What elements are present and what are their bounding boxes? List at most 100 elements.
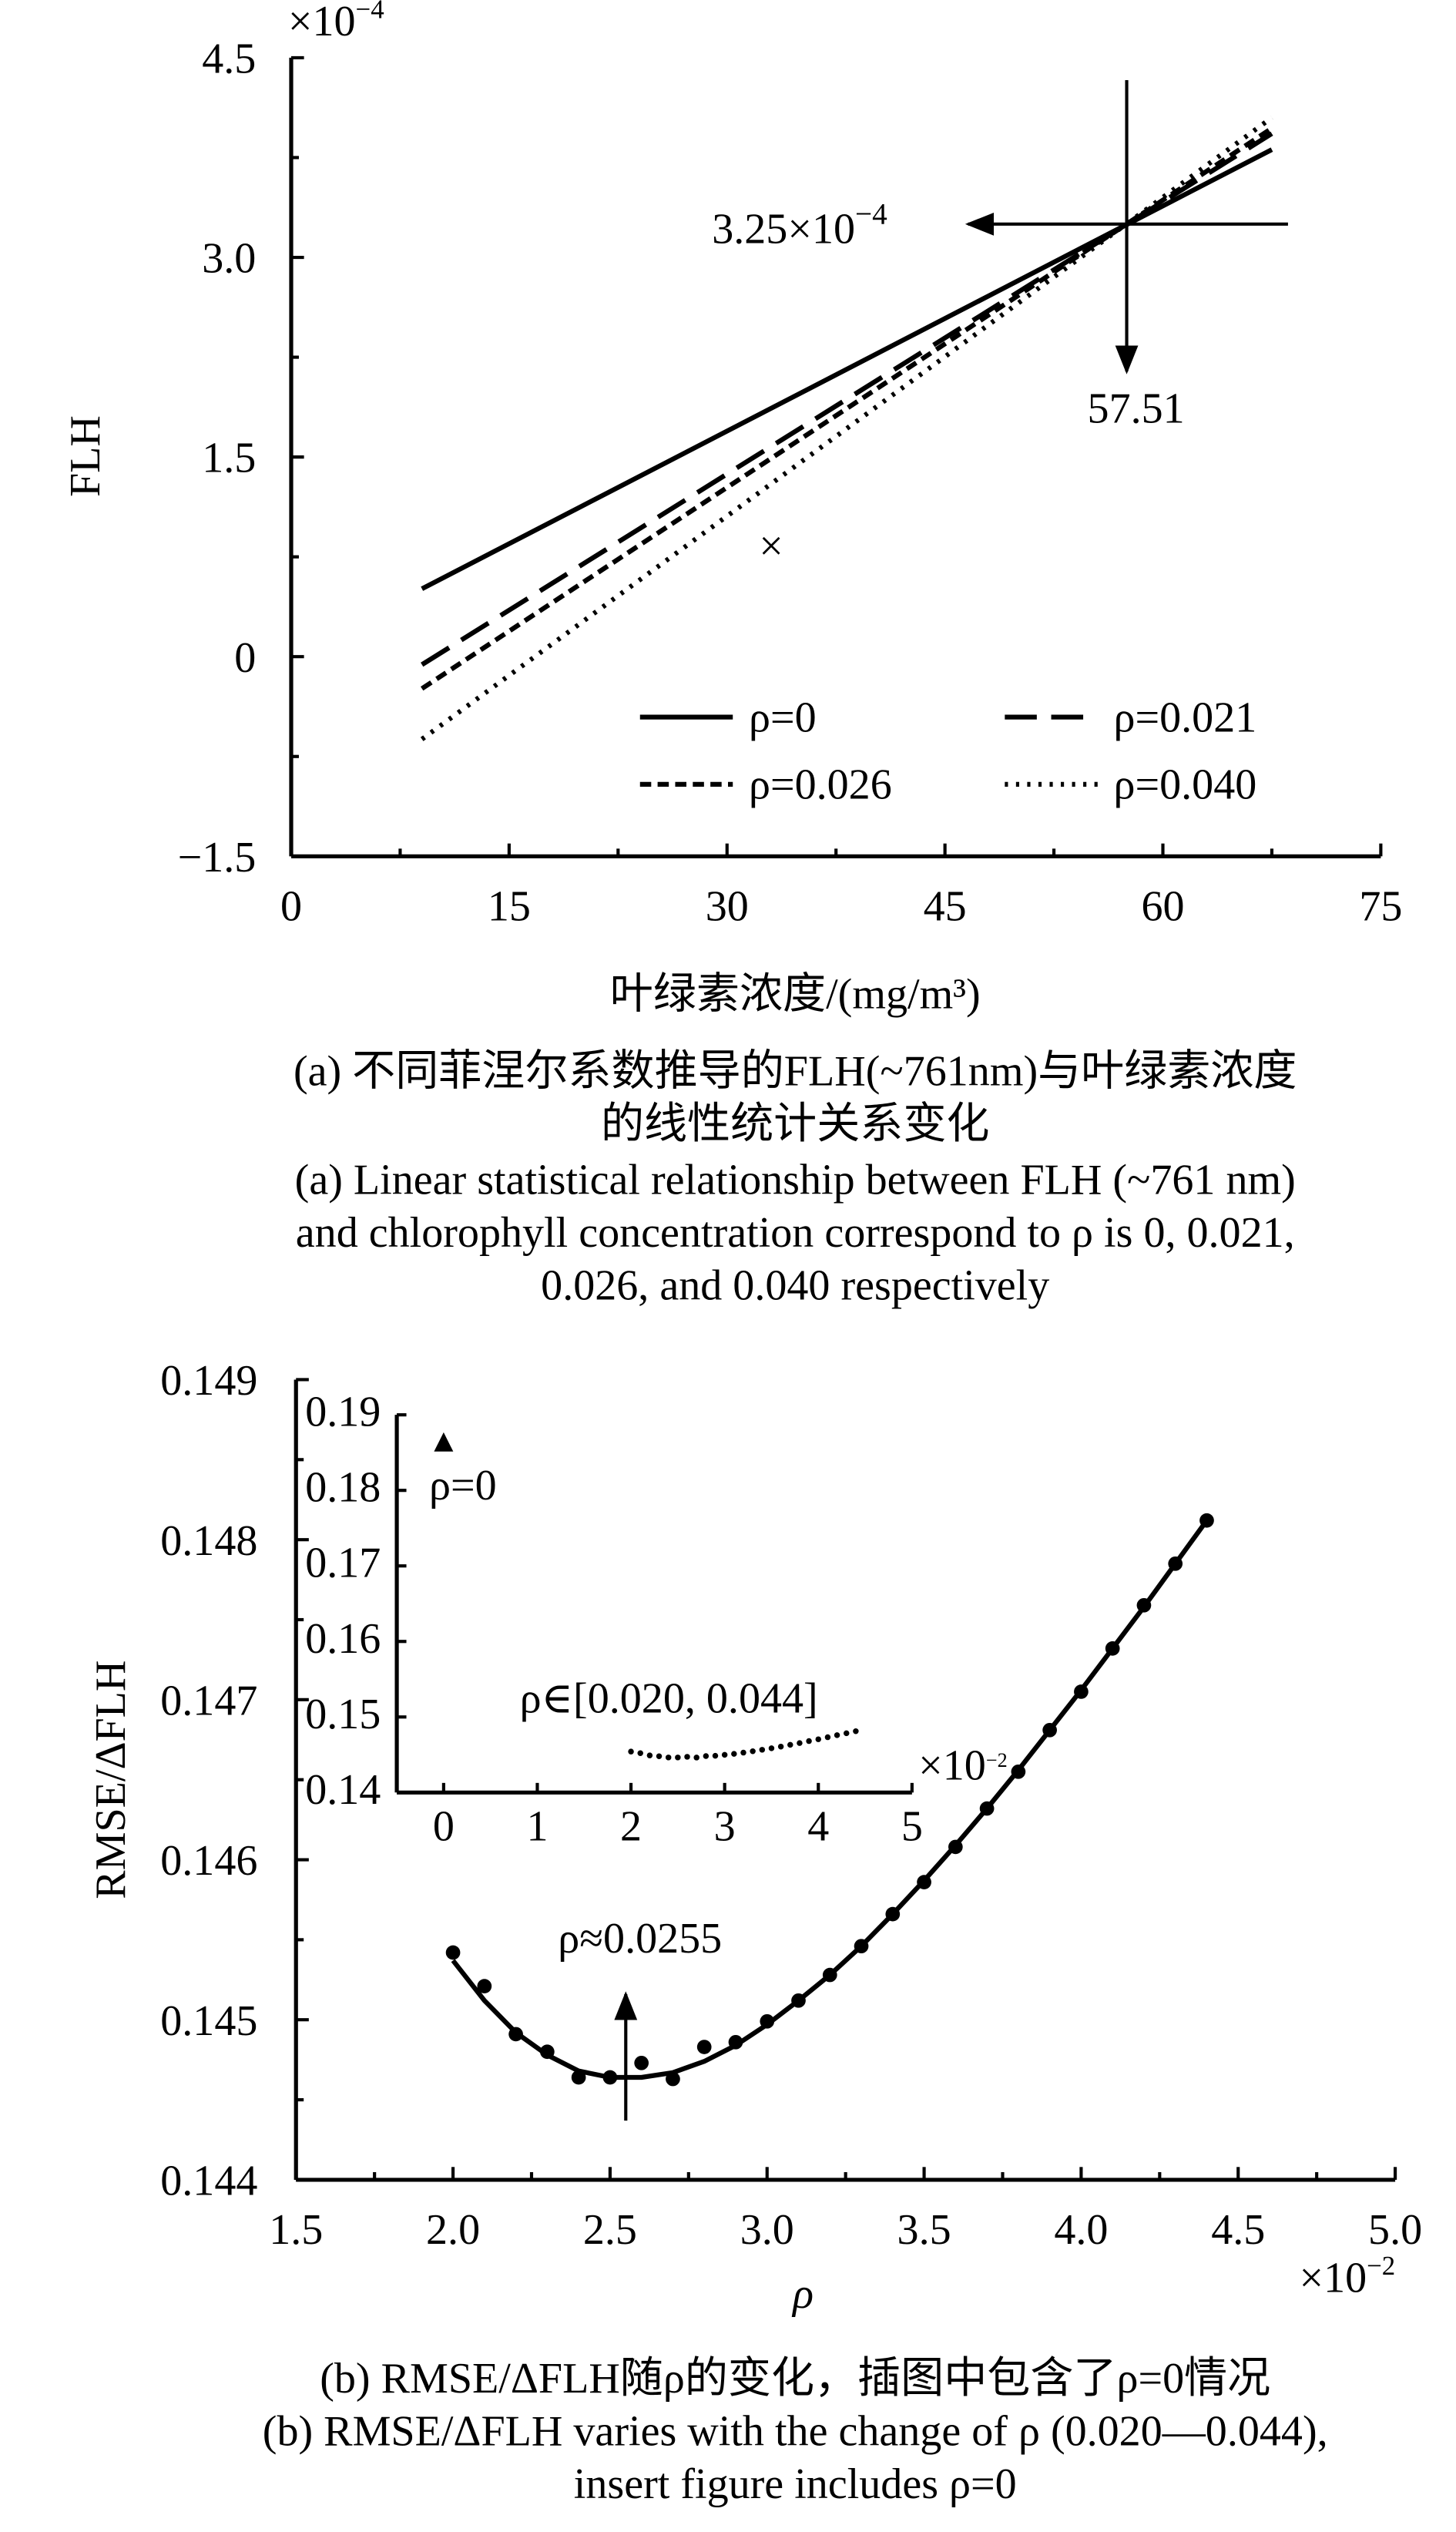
caption-line: (b) RMSE/ΔFLH varies with the change of … — [263, 2408, 1328, 2456]
data-point — [634, 2055, 649, 2070]
caption-line: and chlorophyll concentration correspond… — [296, 1209, 1295, 1257]
x-axis-label: 叶绿素浓度/(mg/m³) — [610, 971, 981, 1019]
x-multiplier-exponent: −2 — [1367, 2251, 1395, 2281]
y-multiplier-exponent: −4 — [356, 0, 384, 24]
annotation-x-label: 57.51 — [1088, 385, 1185, 432]
y-tick-label: 0.145 — [160, 1997, 257, 2045]
caption-line: (b) RMSE/ΔFLH随ρ的变化，插图中包含了ρ=0情况 — [320, 2355, 1270, 2403]
series-line — [421, 126, 1273, 691]
x-tick-label: 2 — [620, 1803, 642, 1851]
inset-data-point — [675, 1755, 681, 1761]
x-tick-label: 4.5 — [1211, 2206, 1265, 2254]
y-tick-label: 0.17 — [305, 1540, 381, 1587]
x-tick-label: 3.5 — [897, 2206, 951, 2254]
caption-line: 的线性统计关系变化 — [601, 1100, 990, 1148]
caption-line: (a) Linear statistical relationship betw… — [295, 1157, 1296, 1204]
inset-data-point — [656, 1753, 663, 1759]
legend-label: ρ=0.021 — [1114, 693, 1257, 741]
data-point — [696, 2040, 712, 2054]
y-tick-label: 0.144 — [160, 2158, 257, 2205]
inset-x-multiplier-exponent: −2 — [986, 1749, 1008, 1771]
inset-data-point — [777, 1743, 784, 1750]
x-tick-label: 5 — [901, 1803, 923, 1851]
inset-data-point — [721, 1751, 728, 1758]
inset-x-multiplier: ×10−2 — [918, 1742, 1008, 1790]
inset-data-point — [637, 1750, 643, 1756]
y-tick-label: −1.5 — [178, 834, 257, 881]
inset-data-point — [684, 1754, 690, 1760]
x-tick-label: 0 — [280, 882, 302, 930]
legend-label: ρ=0.026 — [749, 761, 892, 809]
y-tick-label: 0.19 — [305, 1389, 381, 1436]
y-tick-label: 0.149 — [160, 1357, 257, 1405]
inset-x-multiplier-base: ×10 — [918, 1742, 986, 1790]
y-tick-label: 1.5 — [202, 435, 256, 482]
inset-data-point — [665, 1755, 672, 1761]
y-tick-label: 0.18 — [305, 1464, 381, 1512]
x-tick-label: 2.0 — [426, 2206, 480, 2254]
y-tick-label: 0 — [234, 634, 256, 682]
x-tick-label: 1.5 — [269, 2206, 323, 2254]
x-tick-label: 1 — [526, 1803, 548, 1851]
data-point — [445, 1945, 461, 1960]
y-tick-label: 0.146 — [160, 1837, 257, 1885]
y-tick-label: 0.148 — [160, 1517, 257, 1565]
y-multiplier: ×10−4 — [288, 0, 384, 45]
inset-data-point — [768, 1745, 775, 1751]
y-tick-label: 0.16 — [305, 1615, 381, 1663]
inset-data-point — [628, 1748, 634, 1755]
data-point — [477, 1979, 492, 1993]
x-tick-label: 4.0 — [1054, 2206, 1108, 2254]
x-tick-label: 60 — [1141, 882, 1184, 930]
inset-data-point — [806, 1738, 812, 1745]
x-tick-label: 45 — [924, 882, 967, 930]
x-tick-label: 4 — [807, 1803, 829, 1851]
inset-data-point — [750, 1748, 756, 1755]
fit-curve — [451, 1519, 1209, 2080]
y-multiplier-base: ×10 — [288, 0, 356, 45]
annotation-y-label-exponent: −4 — [855, 198, 887, 231]
inset-data-point — [834, 1732, 840, 1738]
annotation-y-label: 3.25×10−4 — [712, 198, 887, 254]
y-tick-label: 4.5 — [202, 35, 256, 83]
y-axis-label: RMSE/ΔFLH — [87, 1661, 135, 1899]
caption-line: insert figure includes ρ=0 — [574, 2460, 1017, 2508]
legend-label: ρ=0 — [749, 693, 817, 741]
inset-data-point — [646, 1752, 653, 1758]
annotation-y-label-base: 3.25×10 — [712, 206, 855, 254]
inset-data-point — [843, 1730, 850, 1737]
x-tick-label: 2.5 — [583, 2206, 637, 2254]
y-tick-label: 3.0 — [202, 235, 256, 283]
y-tick-label: 0.147 — [160, 1677, 257, 1724]
inset-data-point — [693, 1755, 699, 1761]
inset-data-point — [731, 1751, 737, 1757]
inset-data-point — [815, 1736, 821, 1742]
y-axis-label: FLH — [62, 415, 109, 497]
caption-line: 0.026, and 0.040 respectively — [541, 1262, 1049, 1310]
x-multiplier: ×10−2 — [1299, 2251, 1395, 2302]
x-tick-label: 75 — [1359, 882, 1402, 930]
y-tick-label: 0.14 — [305, 1766, 381, 1814]
stray-marker: × — [759, 522, 783, 570]
x-tick-label: 3.0 — [740, 2206, 794, 2254]
inset-data-point — [703, 1753, 710, 1759]
x-tick-label: 30 — [706, 882, 749, 930]
caption-line: (a) 不同菲涅尔系数推导的FLH(~761nm)与叶绿素浓度 — [294, 1047, 1297, 1095]
x-multiplier-base: ×10 — [1299, 2254, 1367, 2302]
inset-data-point — [740, 1749, 746, 1756]
legend-label: ρ=0.040 — [1114, 761, 1257, 809]
inset-data-point — [787, 1741, 793, 1748]
series-line — [420, 116, 1273, 741]
x-axis-label: ρ — [791, 2270, 814, 2318]
x-tick-label: 3 — [714, 1803, 736, 1851]
inset-point-label: ρ=0 — [429, 1462, 497, 1509]
x-tick-label: 5.0 — [1368, 2206, 1422, 2254]
inset-data-point — [824, 1734, 831, 1741]
inset-data-point — [853, 1728, 859, 1734]
inset-data-point — [712, 1752, 719, 1759]
inset-data-point — [797, 1740, 803, 1746]
inset-point — [434, 1432, 454, 1452]
inset-data-point — [759, 1747, 766, 1753]
